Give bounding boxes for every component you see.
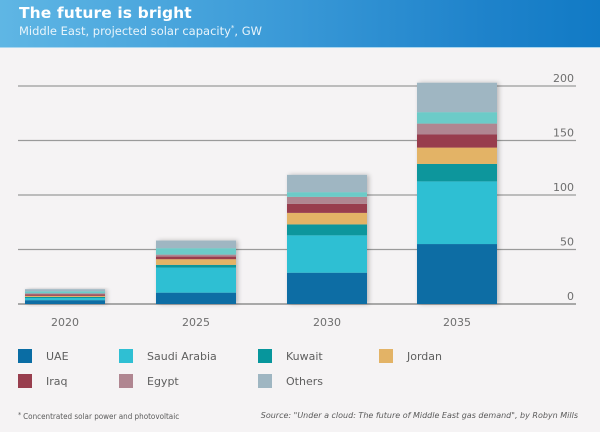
bar-segment-egypt-2035 xyxy=(417,123,497,135)
bar-segment-others-2030 xyxy=(287,174,367,193)
legend-label: UAE xyxy=(46,349,69,363)
legend-label: Egypt xyxy=(147,374,179,388)
bar-segment-jordan-2025 xyxy=(156,259,236,265)
bar-segment-unlabelled-segment-2025 xyxy=(156,248,236,255)
bar-segment-kuwait-2020 xyxy=(25,296,105,299)
chart-subtitle: Middle East, projected solar capacity*, … xyxy=(19,24,262,38)
bar-segment-iraq-2030 xyxy=(287,203,367,213)
legend-item-others: Others xyxy=(258,373,323,389)
header-banner: The future is bright Middle East, projec… xyxy=(0,0,600,48)
bar-segment-others-2020 xyxy=(25,289,105,292)
bar-segment-saudi-arabia-2035 xyxy=(417,181,497,245)
bar-segment-uae-2035 xyxy=(417,244,497,304)
axis-labels: 0 50 100 150 200 2020 2025 2030 2035 xyxy=(51,72,574,329)
legend-label: Kuwait xyxy=(286,349,323,363)
bar-stack-2020 xyxy=(25,289,105,304)
y-tick-label: 100 xyxy=(553,181,574,194)
bar-stack-2030 xyxy=(287,174,367,304)
legend-item-jordan: Jordan xyxy=(379,348,442,364)
subtitle-footnote-marker: * xyxy=(230,24,235,32)
bar-stack-2025 xyxy=(156,240,236,304)
bar-segment-kuwait-2025 xyxy=(156,264,236,268)
footnote: * Concentrated solar power and photovolta… xyxy=(18,411,179,421)
chart-title: The future is bright xyxy=(19,4,192,22)
legend-label: Others xyxy=(286,374,323,388)
legend-swatch xyxy=(379,349,393,363)
bar-segment-kuwait-2035 xyxy=(417,163,497,182)
bar-segment-uae-2025 xyxy=(156,292,236,304)
bar-segment-jordan-2035 xyxy=(417,147,497,164)
legend-item-iraq: Iraq xyxy=(18,373,68,389)
bar-segment-egypt-2020 xyxy=(25,293,105,295)
legend: UAE Saudi Arabia Kuwait Jordan Iraq Egypt Othe… xyxy=(18,348,578,408)
legend-item-saudi-arabia: Saudi Arabia xyxy=(119,348,217,364)
bar-segment-saudi-arabia-2030 xyxy=(287,235,367,273)
y-tick-label: 0 xyxy=(567,290,574,303)
bar-segment-unlabelled-segment-2030 xyxy=(287,192,367,197)
bar-segment-uae-2030 xyxy=(287,272,367,304)
bar-segment-iraq-2035 xyxy=(417,134,497,148)
bars xyxy=(25,82,497,304)
footnote-marker: * xyxy=(18,411,22,419)
bar-segment-iraq-2025 xyxy=(156,256,236,260)
legend-item-kuwait: Kuwait xyxy=(258,348,323,364)
x-tick-label: 2035 xyxy=(443,316,471,329)
stacked-bar-chart: 0 50 100 150 200 2020 2025 2030 2035 xyxy=(18,72,576,329)
legend-label: Saudi Arabia xyxy=(147,349,217,363)
x-tick-label: 2025 xyxy=(182,316,210,329)
legend-label: Jordan xyxy=(407,349,442,363)
footnote-text: Concentrated solar power and photovoltai… xyxy=(23,412,180,421)
legend-swatch xyxy=(258,349,272,363)
bar-segment-unlabelled-segment-2035 xyxy=(417,112,497,124)
bar-segment-egypt-2030 xyxy=(287,196,367,204)
subtitle-unit: , GW xyxy=(234,24,263,38)
bar-segment-kuwait-2030 xyxy=(287,224,367,236)
legend-label: Iraq xyxy=(46,374,68,388)
bar-segment-saudi-arabia-2020 xyxy=(25,298,105,301)
legend-item-egypt: Egypt xyxy=(119,373,179,389)
source-credit: Source: "Under a cloud: The future of Mi… xyxy=(260,411,578,420)
subtitle-text: Middle East, projected solar capacity xyxy=(19,24,231,38)
y-tick-label: 200 xyxy=(553,72,574,85)
bar-segment-jordan-2020 xyxy=(25,295,105,297)
bar-segment-iraq-2020 xyxy=(25,294,105,296)
bar-segment-egypt-2025 xyxy=(156,254,236,257)
y-tick-label: 150 xyxy=(553,127,574,140)
y-tick-label: 50 xyxy=(560,236,574,249)
bar-segment-unlabelled-segment-2020 xyxy=(25,291,105,294)
x-tick-label: 2030 xyxy=(313,316,341,329)
bar-segment-jordan-2030 xyxy=(287,212,367,225)
bar-segment-others-2035 xyxy=(417,82,497,113)
legend-swatch xyxy=(18,349,32,363)
legend-swatch xyxy=(258,374,272,388)
bar-segment-saudi-arabia-2025 xyxy=(156,267,236,293)
legend-swatch xyxy=(18,374,32,388)
x-tick-label: 2020 xyxy=(51,316,79,329)
legend-item-uae: UAE xyxy=(18,348,69,364)
chart-panel: 0 50 100 150 200 2020 2025 2030 2035 UAE Saudi Ar… xyxy=(0,48,600,432)
bar-stack-2035 xyxy=(417,82,497,304)
legend-swatch xyxy=(119,374,133,388)
bar-segment-others-2025 xyxy=(156,240,236,249)
legend-swatch xyxy=(119,349,133,363)
bar-segment-uae-2020 xyxy=(25,300,105,304)
